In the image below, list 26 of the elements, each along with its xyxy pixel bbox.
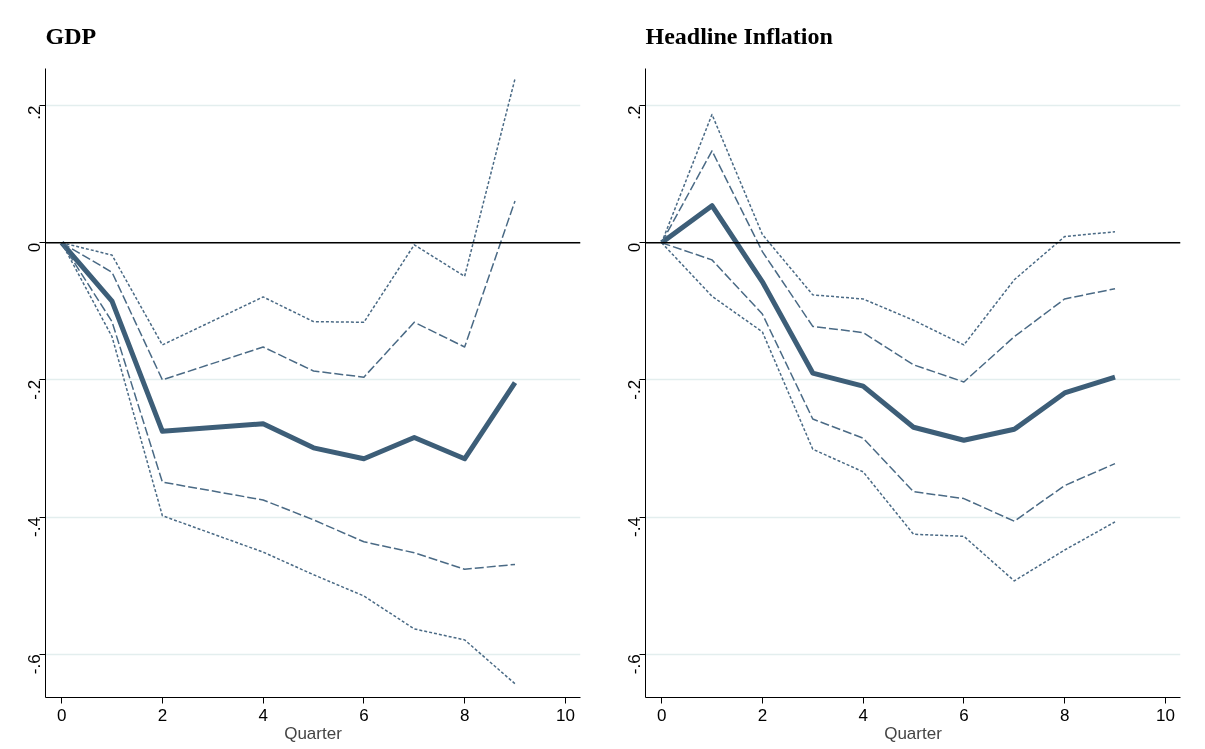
x-axis-title: Quarter [284,723,343,743]
x-axis-title: Quarter [884,723,943,743]
x-tick-label: 10 [1155,705,1175,725]
chart-title: Headline Inflation [645,22,833,49]
y-tick-label: -.6 [625,654,645,675]
x-tick-label: 2 [757,705,768,725]
x-tick-label: 4 [258,705,268,725]
x-tick-label: 6 [959,705,969,725]
y-tick-label: .2 [25,105,45,120]
y-tick-label: -.2 [25,379,45,400]
y-tick-label: -.4 [25,517,45,537]
x-tick-label: 0 [56,705,67,725]
x-tick-label: 8 [1059,705,1070,725]
y-tick-label: -.6 [25,654,45,675]
x-tick-label: 0 [656,705,667,725]
x-tick-label: 6 [359,705,369,725]
x-tick-label: 2 [157,705,168,725]
x-tick-label: 10 [555,705,575,725]
x-tick-label: 8 [459,705,470,725]
y-tick-label: -.4 [625,517,645,537]
y-tick-label: 0 [625,242,645,253]
chart-title: GDP [45,22,97,49]
y-tick-label: .2 [625,105,645,120]
y-tick-label: -.2 [625,379,645,400]
y-tick-label: 0 [25,242,45,253]
x-tick-label: 4 [858,705,868,725]
